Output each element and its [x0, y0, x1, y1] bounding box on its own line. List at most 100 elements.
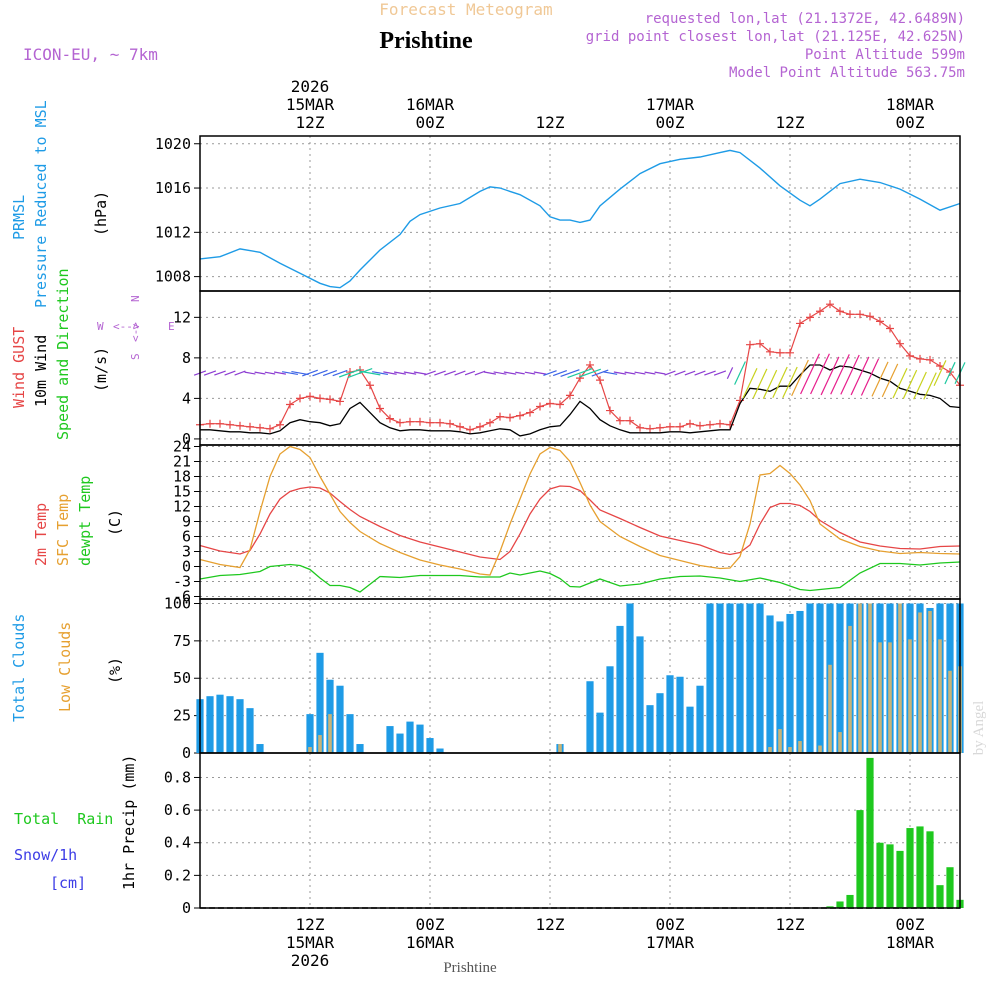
wind-gust-marker — [726, 420, 734, 429]
wind-gust-marker — [266, 424, 274, 433]
time-label: 00Z — [656, 915, 685, 934]
total-cloud-bar — [816, 603, 824, 753]
time-label: 00Z — [416, 113, 445, 132]
requested-coords: requested lon,lat (21.1372E, 42.6489N) — [645, 11, 965, 27]
wind-gust-marker — [886, 324, 894, 333]
wind-direction-arrow — [524, 371, 536, 375]
time-label: 17MAR — [646, 933, 695, 952]
low-cloud-bar — [908, 639, 912, 753]
wind-direction-arrow — [694, 370, 706, 376]
temp-unit: (C) — [106, 509, 124, 536]
y-tick-label: 0.2 — [164, 866, 191, 884]
wind-gust-marker — [216, 419, 224, 428]
wind-gust-marker — [836, 307, 844, 316]
model-altitude: Model Point Altitude 563.75m — [729, 65, 965, 81]
total-cloud-bar — [396, 733, 404, 753]
pressure-frame — [199, 135, 961, 292]
wind-gust-marker — [656, 423, 664, 432]
temp-2m-label: 2m Temp — [32, 503, 50, 566]
wind-direction-arrow — [734, 361, 746, 385]
wind-direction-arrow — [273, 371, 287, 375]
wind-direction-arrow — [902, 369, 918, 399]
total-cloud-bar — [666, 675, 674, 753]
rain-bar — [826, 906, 834, 908]
total-cloud-bar — [336, 685, 344, 753]
wind-direction-arrow — [302, 369, 318, 377]
wind-direction-arrow — [203, 370, 217, 376]
wind-gust-marker — [496, 412, 504, 421]
wind-direction-arrow — [372, 371, 388, 376]
total-cloud-bar — [656, 693, 664, 753]
wind-direction-arrow — [483, 371, 497, 375]
y-tick-label: 0 — [182, 430, 191, 448]
time-label: 16MAR — [406, 95, 455, 114]
wind-direction-arrow — [444, 370, 456, 376]
wind-direction-arrow — [850, 356, 870, 396]
wind-gust-marker — [386, 414, 394, 423]
wind-direction-arrow — [393, 371, 407, 375]
wind-direction-arrow — [591, 369, 609, 377]
wind-gust-marker — [846, 310, 854, 319]
total-cloud-bar — [316, 652, 324, 753]
wind-gust-marker — [486, 418, 494, 427]
wind-gust-marker — [766, 347, 774, 356]
wind-direction-arrow — [762, 369, 778, 399]
wind-direction-arrow — [742, 367, 758, 399]
wind-gust-marker — [786, 348, 794, 357]
low-cloud-bar — [858, 603, 862, 753]
wind-gust-marker — [296, 394, 304, 403]
y-tick-label: -6 — [173, 588, 191, 606]
wind-direction-arrow — [533, 371, 547, 375]
wind-gust-marker — [446, 419, 454, 428]
wind-direction-arrow — [881, 363, 899, 398]
wind-gust-marker — [566, 391, 574, 400]
low-cloud-bar — [838, 732, 842, 753]
wind-direction-arrow — [224, 370, 236, 376]
precip-panel: 0 0.2 0.4 0.6 0.8 — [164, 752, 964, 917]
y-tick-label: 24 — [173, 438, 191, 456]
wind-direction-arrow — [944, 361, 956, 385]
total-cloud-bar — [756, 603, 764, 753]
temp-2m-line — [199, 485, 961, 561]
y-tick-label: 0 — [182, 899, 191, 917]
wind-direction-arrow — [923, 372, 937, 400]
svg-text:E: E — [168, 320, 175, 333]
y-tick-label: 1020 — [155, 135, 191, 153]
wind-gust-marker — [796, 319, 804, 328]
wind-direction-arrow — [234, 370, 246, 376]
rain-bar — [856, 810, 864, 908]
wind-direction-arrow — [613, 371, 627, 375]
wind-direction-arrow — [800, 353, 820, 395]
wind-gust-marker — [396, 418, 404, 427]
y-tick-label: 18 — [173, 468, 191, 486]
time-label: 00Z — [416, 915, 445, 934]
wind-direction-arrow — [322, 370, 338, 377]
y-tick-label: 100 — [164, 594, 191, 612]
time-label: 00Z — [896, 915, 925, 934]
temp-sfc-line — [199, 445, 961, 576]
y-tick-label: -3 — [173, 573, 191, 591]
watermark: by Angel — [971, 701, 987, 756]
total-cloud-bar — [776, 621, 784, 753]
wind-direction-arrow — [644, 371, 656, 375]
wind-gust-marker — [896, 339, 904, 348]
y-tick-label: 4 — [182, 389, 191, 407]
wind-gust-marker — [376, 404, 384, 413]
wind-gust-marker — [286, 400, 294, 409]
wind-direction-arrow — [312, 369, 328, 377]
rain-bar — [906, 828, 914, 908]
total-cloud-bar — [306, 714, 314, 753]
low-cloud-bar — [768, 747, 772, 753]
total-cloud-bar — [216, 694, 224, 753]
wind-direction-arrow — [347, 368, 373, 379]
wind-gust-marker — [536, 402, 544, 411]
wind-direction-arrow — [338, 368, 362, 378]
wind-gust-marker — [436, 418, 444, 427]
low-cloud-bar — [328, 714, 332, 753]
rain-bar — [846, 894, 854, 908]
wind-direction-arrow — [567, 367, 593, 379]
grid-point-coords: grid point closest lon,lat (21.125E, 42.… — [586, 29, 965, 45]
y-tick-label: 0.6 — [164, 801, 191, 819]
total-cloud-bar — [226, 696, 234, 753]
